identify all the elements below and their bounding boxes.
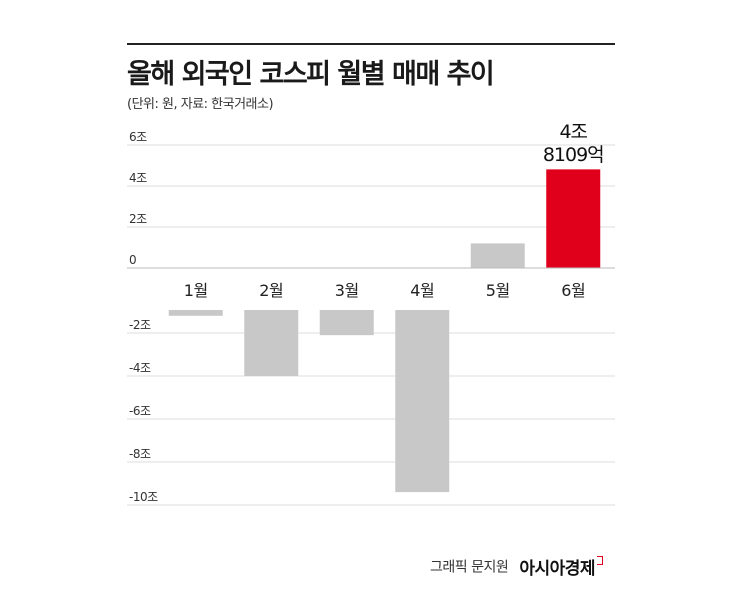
bar bbox=[395, 290, 450, 493]
y-tick-label: -4조 bbox=[129, 361, 151, 375]
annotation-line2: 8109억 bbox=[543, 144, 604, 166]
chart-subtitle: (단위: 원, 자료: 한국거래소) bbox=[127, 97, 274, 112]
x-tick-label: 2월 bbox=[259, 281, 283, 300]
x-tick-label: 5월 bbox=[486, 281, 510, 300]
category-band bbox=[167, 269, 615, 310]
y-tick-label: 2조 bbox=[129, 212, 147, 226]
credit-text: 그래픽 문지원 bbox=[430, 559, 509, 576]
bars bbox=[127, 169, 615, 493]
y-tick-label: -8조 bbox=[129, 447, 151, 461]
y-tick-label: -10조 bbox=[129, 490, 158, 504]
chart-title: 올해 외국인 코스피 월별 매매 추이 bbox=[127, 59, 495, 90]
y-tick-label: 0 bbox=[129, 253, 136, 267]
y-tick-label: -6조 bbox=[129, 404, 151, 418]
annotation-line1: 4조 bbox=[559, 121, 587, 143]
x-tick-label: 6월 bbox=[561, 281, 585, 300]
bar bbox=[546, 169, 601, 268]
y-axis-labels: 6조 4조 2조 0 -2조 -4조 -6조 -8조 -10조 bbox=[129, 130, 159, 504]
y-tick-label: 6조 bbox=[129, 130, 147, 144]
x-tick-label: 1월 bbox=[184, 281, 208, 300]
credit: 그래픽 문지원 아시아경제 bbox=[430, 554, 604, 579]
grid-lines bbox=[127, 144, 615, 506]
top-rule bbox=[127, 43, 615, 45]
bar bbox=[470, 243, 525, 268]
y-tick-label: 4조 bbox=[129, 171, 147, 185]
x-axis-labels: 1월 2월 3월 4월 5월 6월 bbox=[184, 281, 586, 300]
brand-mark-icon bbox=[597, 556, 604, 565]
x-tick-label: 4월 bbox=[410, 281, 434, 300]
x-tick-label: 3월 bbox=[335, 281, 359, 300]
brand-logo: 아시아경제 bbox=[519, 559, 596, 579]
y-tick-label: -2조 bbox=[129, 318, 151, 332]
